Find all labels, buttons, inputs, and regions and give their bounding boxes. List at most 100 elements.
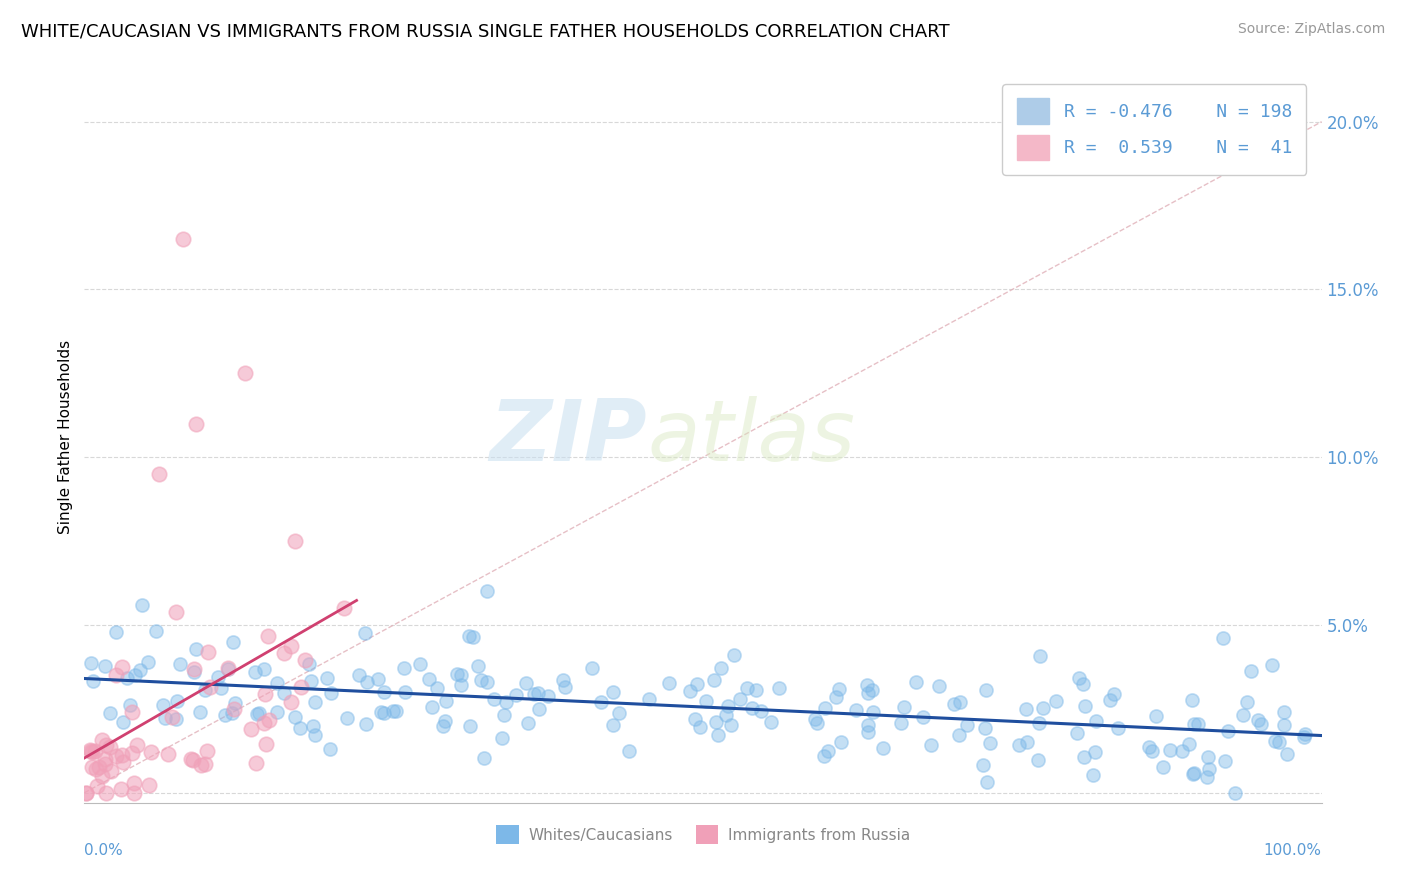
Point: [467, 658, 489, 673]
Text: Source: ZipAtlas.com: Source: ZipAtlas.com: [1237, 22, 1385, 37]
Point: [602, 718, 624, 732]
Point: [195, 744, 218, 758]
Point: [1073, 677, 1095, 691]
Point: [79, 743, 101, 757]
Point: [420, 700, 443, 714]
Point: [1213, 754, 1236, 768]
Point: [551, 673, 574, 688]
Point: [893, 700, 915, 714]
Point: [1026, 753, 1049, 767]
Point: [288, 721, 311, 735]
Point: [247, 706, 270, 721]
Point: [1218, 723, 1240, 738]
Point: [100, 764, 122, 778]
Point: [110, 781, 132, 796]
Point: [433, 714, 456, 728]
Point: [1008, 738, 1031, 752]
Point: [472, 751, 495, 765]
Point: [94, 757, 117, 772]
Point: [121, 746, 143, 760]
Point: [928, 679, 950, 693]
Point: [207, 670, 229, 684]
Point: [482, 692, 505, 706]
Point: [302, 719, 325, 733]
Point: [529, 702, 551, 716]
Point: [290, 681, 312, 695]
Point: [904, 674, 927, 689]
Point: [685, 713, 707, 727]
Point: [221, 706, 243, 720]
Point: [115, 671, 138, 685]
Point: [266, 675, 288, 690]
Point: [84, 762, 107, 776]
Point: [222, 702, 245, 716]
Point: [304, 695, 326, 709]
Point: [90, 733, 112, 747]
Point: [257, 713, 280, 727]
Point: [426, 681, 449, 695]
Point: [188, 705, 211, 719]
Point: [409, 657, 432, 671]
Point: [470, 673, 492, 687]
Point: [450, 678, 472, 692]
Point: [741, 701, 763, 715]
Point: [695, 694, 717, 708]
Text: 0.0%: 0.0%: [84, 843, 124, 858]
Point: [1275, 747, 1298, 761]
Point: [845, 703, 868, 717]
Text: WHITE/CAUCASIAN VS IMMIGRANTS FROM RUSSIA SINGLE FATHER HOUSEHOLDS CORRELATION C: WHITE/CAUCASIAN VS IMMIGRANTS FROM RUSSI…: [21, 22, 949, 40]
Point: [1184, 717, 1206, 731]
Point: [245, 756, 267, 771]
Point: [735, 681, 758, 695]
Point: [239, 722, 262, 736]
Point: [434, 694, 457, 708]
Point: [855, 678, 877, 692]
Point: [299, 673, 322, 688]
Point: [1182, 767, 1205, 781]
Point: [537, 689, 560, 703]
Point: [704, 714, 727, 729]
Point: [856, 717, 879, 731]
Point: [516, 716, 538, 731]
Point: [1098, 692, 1121, 706]
Point: [723, 648, 745, 663]
Point: [80, 744, 103, 758]
Point: [105, 749, 128, 764]
Point: [1137, 740, 1160, 755]
Point: [253, 715, 276, 730]
Point: [217, 661, 239, 675]
Point: [356, 717, 378, 731]
Point: [689, 720, 711, 734]
Point: [814, 701, 837, 715]
Point: [125, 738, 148, 752]
Point: [209, 681, 232, 696]
Point: [707, 728, 730, 742]
Point: [827, 682, 849, 697]
Point: [1029, 649, 1052, 664]
Point: [105, 668, 128, 682]
Point: [658, 676, 681, 690]
Point: [1142, 744, 1164, 758]
Point: [111, 660, 134, 674]
Point: [129, 663, 152, 677]
Point: [1171, 743, 1194, 757]
Point: [94, 786, 117, 800]
Point: [82, 745, 104, 759]
Point: [589, 695, 612, 709]
Point: [505, 688, 527, 702]
Point: [89, 760, 111, 774]
Point: [94, 752, 117, 766]
Text: 100.0%: 100.0%: [1264, 843, 1322, 858]
Point: [373, 706, 395, 720]
Point: [367, 673, 389, 687]
Point: [475, 674, 498, 689]
Point: [1223, 786, 1246, 800]
Legend: Whites/Caucasians, Immigrants from Russia: Whites/Caucasians, Immigrants from Russi…: [491, 819, 915, 850]
Point: [1045, 694, 1067, 708]
Point: [1015, 734, 1038, 748]
Point: [1144, 709, 1167, 723]
Point: [166, 694, 188, 708]
Point: [492, 708, 515, 723]
Point: [333, 601, 356, 615]
Point: [1066, 726, 1088, 740]
